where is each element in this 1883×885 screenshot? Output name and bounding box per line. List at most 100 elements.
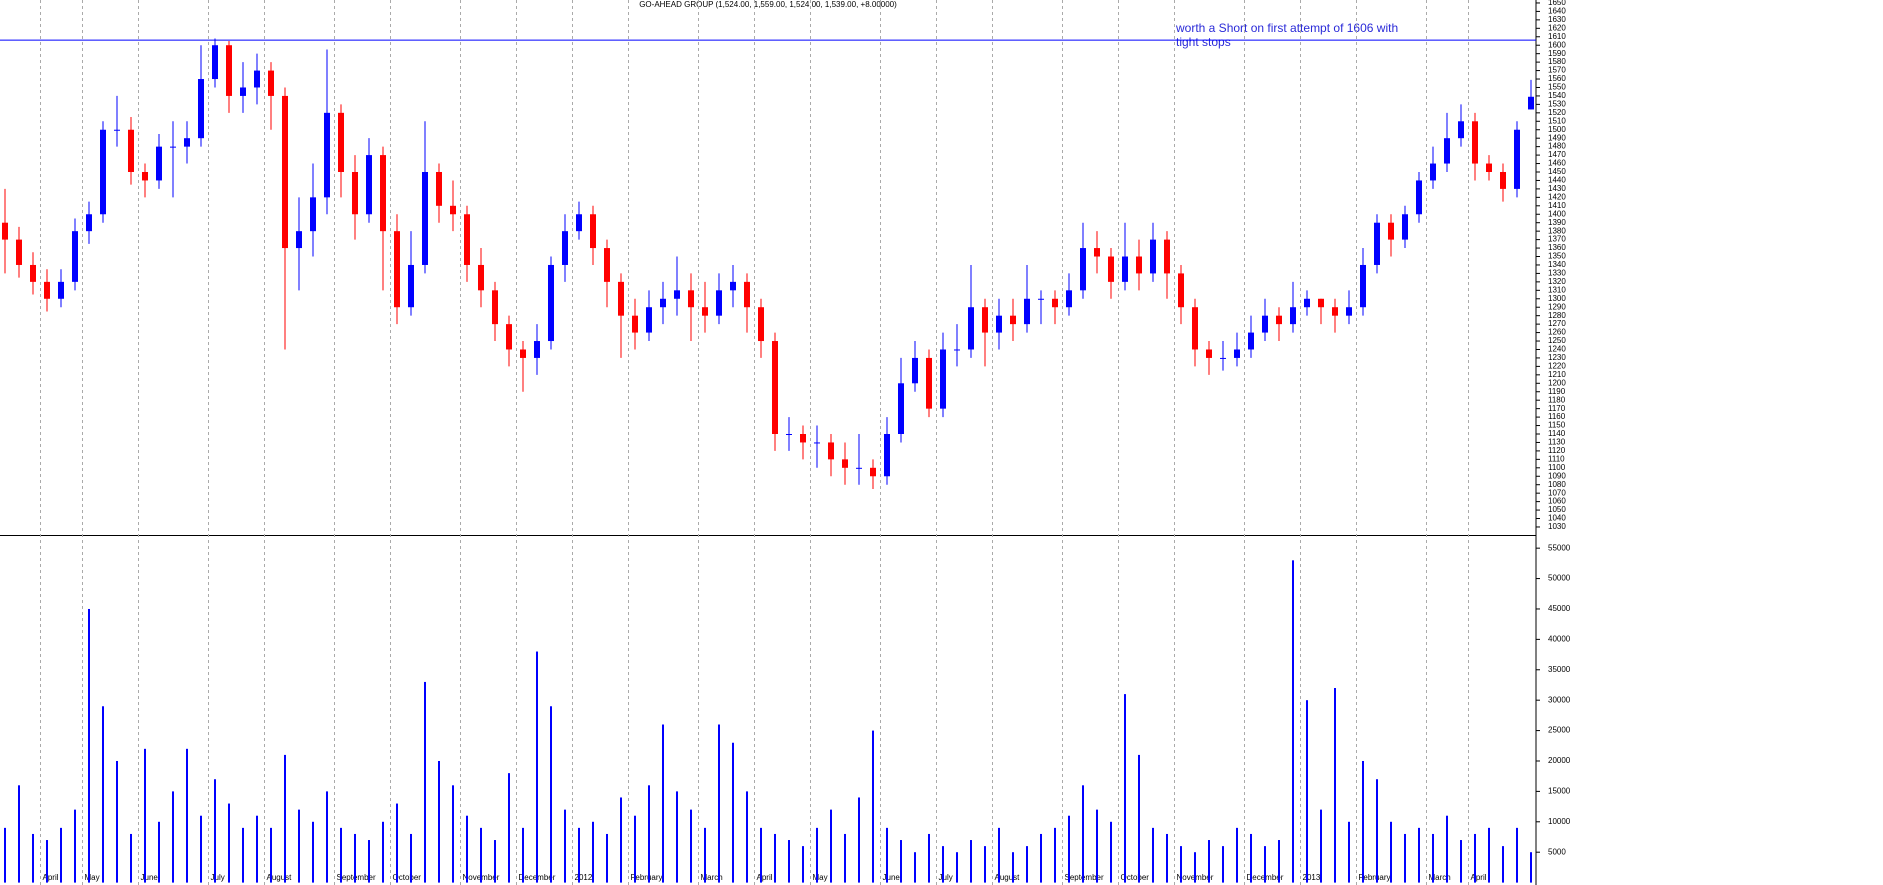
y-tick-label: 1270 [1548,319,1566,328]
volume-bar [438,760,440,883]
volume-bar [494,840,496,883]
candle-body [16,239,22,265]
candle-body [1136,256,1142,274]
volume-bar [802,846,804,883]
volume-bar [298,809,300,883]
y-tick-label: 1120 [1548,446,1566,455]
y-tick-label: 1620 [1548,23,1566,32]
candle-body [450,205,456,215]
volume-bar [886,827,888,883]
volume-bar [718,724,720,883]
candle-body [562,231,568,265]
candle-body [1024,298,1030,325]
candle-body [170,146,176,148]
y-tick-label: 1300 [1548,294,1566,303]
candle-body [1192,307,1198,350]
candle-body [86,214,92,232]
volume-bar [704,827,706,883]
volume-bar [760,827,762,883]
x-tick-label: August [995,873,1021,882]
volume-bar [88,608,90,883]
volume-bar [242,827,244,883]
y-tick-label: 1320 [1548,277,1566,286]
volume-bar [1460,840,1462,883]
volume-bar [1194,852,1196,883]
candle-body [2,222,8,240]
candle-body [1486,163,1492,172]
y-tick-label: 1500 [1548,125,1566,134]
y-tick-label: 1080 [1548,480,1566,489]
volume-bar [46,840,48,883]
volume-bar [1124,694,1126,883]
volume-bar [1530,852,1532,883]
y-tick-label: 1450 [1548,167,1566,176]
candle-body [898,383,904,435]
volume-bar [172,791,174,883]
volume-bar [1264,846,1266,883]
x-tick-label: April [757,873,773,882]
candle-body [240,87,246,96]
candle-body [940,349,946,409]
candle-body [646,307,652,333]
candle-body [1290,307,1296,325]
volume-bar [606,833,608,883]
candle-body [1178,273,1184,308]
x-tick-label: March [1429,873,1451,882]
candle-body [1052,298,1058,308]
volume-bar [1502,846,1504,883]
volume-bar [942,846,944,883]
candle-body [1500,171,1506,189]
candle-body [422,171,428,265]
candle-body [1402,214,1408,240]
volume-bar [452,785,454,883]
volume-bar [368,840,370,883]
candle-body [436,171,442,206]
y-tick-label: 1410 [1548,201,1566,210]
volume-bar [74,809,76,883]
y-tick-label: 1430 [1548,184,1566,193]
x-tick-label: August [267,873,293,882]
candle-body [702,307,708,316]
candle-body [1528,96,1534,110]
volume-bar [1488,827,1490,883]
volume-bar [340,827,342,883]
y-tick-label: 1460 [1548,159,1566,168]
volume-bar [1208,840,1210,883]
y-tick-label: 1070 [1548,488,1566,497]
y-tick-label: 1470 [1548,150,1566,159]
x-tick-label: July [939,873,953,882]
volume-bar [634,815,636,883]
volume-bar [284,754,286,883]
candle-body [534,341,540,358]
candle-body [1094,248,1100,257]
candle-body [576,214,582,232]
y-tick-label: 40000 [1548,634,1571,643]
candle-body [1430,163,1436,181]
x-tick-label: April [43,873,59,882]
y-tick-label: 1310 [1548,285,1566,294]
volume-bar [228,803,230,883]
y-tick-label: 30000 [1548,695,1571,704]
volume-bar [1110,821,1112,883]
candle-body [884,434,890,477]
y-tick-label: 55000 [1548,543,1571,552]
y-tick-label: 1490 [1548,133,1566,142]
volume-bar [1222,846,1224,883]
volume-bar [578,827,580,883]
candle-body [338,112,344,172]
volume-bar [396,803,398,883]
volume-bar [1040,833,1042,883]
x-tick-label: May [85,873,100,882]
volume-bar [1418,827,1420,883]
volume-bar [788,840,790,883]
volume-bar [102,706,104,883]
volume-bar [522,827,524,883]
candle-body [1122,256,1128,282]
y-tick-label: 35000 [1548,665,1571,674]
candle-body [394,231,400,308]
candle-body [254,70,260,88]
volume-bar [1404,833,1406,883]
x-tick-label: April [1471,873,1487,882]
y-tick-label: 1090 [1548,471,1566,480]
volume-bar [1166,833,1168,883]
